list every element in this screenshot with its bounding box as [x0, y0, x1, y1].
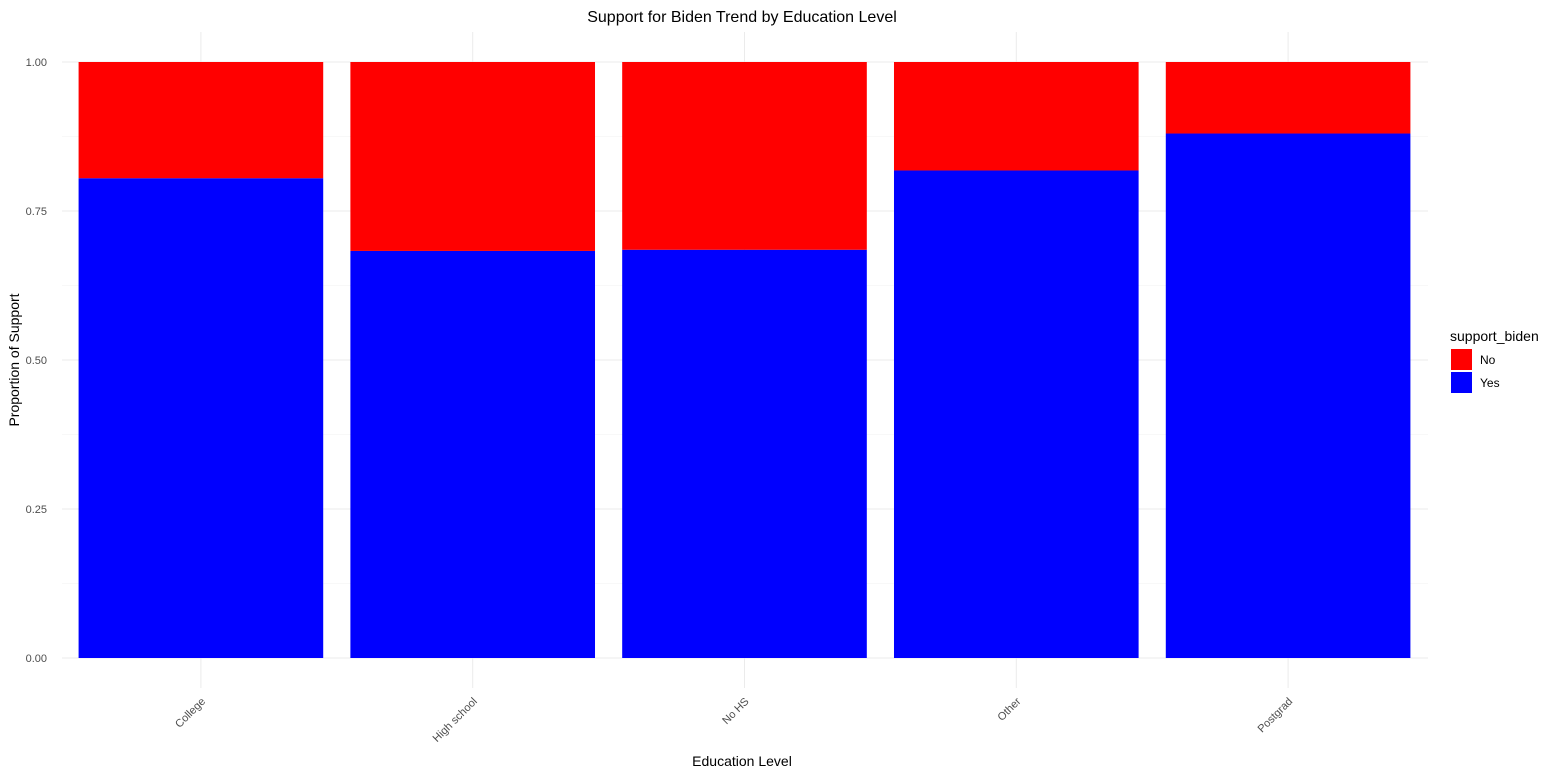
bar-no-postgrad — [1165, 62, 1411, 134]
legend-swatch-yes — [1451, 372, 1472, 393]
x-axis-title: Education Level — [692, 753, 792, 769]
y-axis-title: Proportion of Support — [6, 293, 22, 426]
bars — [78, 62, 1411, 659]
y-tick-label: 1.00 — [26, 57, 47, 69]
legend-swatch-no — [1451, 349, 1472, 370]
x-tick-label: High school — [431, 696, 480, 745]
bar-yes-postgrad — [1165, 133, 1411, 658]
x-tick-label: Other — [995, 695, 1023, 723]
x-tick-label: Postgrad — [1256, 696, 1296, 736]
chart-title: Support for Biden Trend by Education Lev… — [587, 9, 897, 26]
x-tick-label: No HS — [720, 696, 751, 727]
bar-no-high-school — [350, 62, 596, 251]
y-axis-ticks: 0.00 0.25 0.50 0.75 1.00 — [26, 57, 47, 665]
bar-no-college — [78, 62, 324, 179]
legend-label-yes: Yes — [1480, 376, 1500, 390]
y-tick-label: 0.00 — [26, 653, 47, 665]
x-tick-label: College — [173, 696, 208, 731]
bar-yes-college — [78, 178, 324, 658]
legend: support_biden No Yes — [1450, 328, 1539, 393]
bar-yes-no-hs — [622, 249, 867, 659]
y-tick-label: 0.50 — [26, 355, 47, 367]
bar-no-other — [893, 62, 1139, 171]
legend-label-no: No — [1480, 353, 1496, 367]
y-tick-label: 0.25 — [26, 504, 47, 516]
bar-no-no-hs — [622, 62, 867, 250]
bar-yes-other — [893, 170, 1139, 659]
y-tick-label: 0.75 — [26, 206, 47, 218]
x-axis-ticks: College High school No HS Other Postgrad — [173, 695, 1295, 744]
bar-yes-high-school — [350, 250, 596, 658]
legend-title: support_biden — [1450, 328, 1539, 344]
